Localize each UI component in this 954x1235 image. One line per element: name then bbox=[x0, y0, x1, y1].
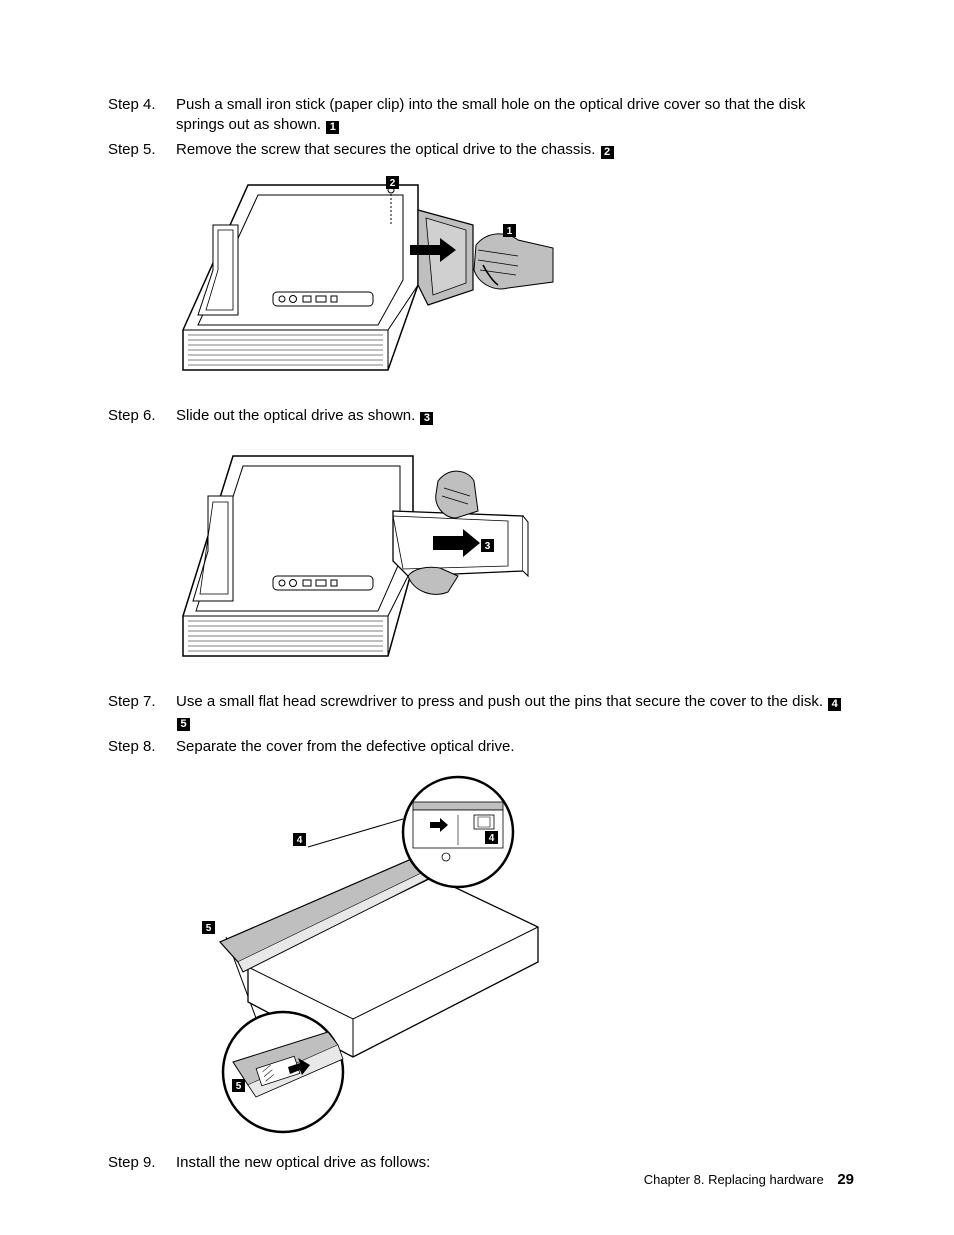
figure-drive-eject: 2 1 bbox=[178, 170, 854, 390]
svg-text:4: 4 bbox=[489, 833, 495, 844]
figure-cover-pins: 4 4 5 5 bbox=[178, 767, 854, 1137]
step-text: Push a small iron stick (paper clip) int… bbox=[176, 96, 805, 133]
step-label: Step 6. bbox=[108, 406, 176, 426]
svg-text:2: 2 bbox=[390, 178, 396, 189]
svg-text:1: 1 bbox=[507, 226, 513, 237]
step-label: Step 7. bbox=[108, 692, 176, 733]
step-text: Slide out the optical drive as shown. bbox=[176, 407, 415, 424]
svg-text:5: 5 bbox=[206, 923, 212, 934]
step-label: Step 4. bbox=[108, 95, 176, 136]
step-text: Install the new optical drive as follows… bbox=[176, 1154, 430, 1171]
step-label: Step 5. bbox=[108, 140, 176, 160]
step-label: Step 9. bbox=[108, 1153, 176, 1173]
step-text: Separate the cover from the defective op… bbox=[176, 738, 515, 755]
figure-drive-slide: 3 bbox=[178, 436, 854, 676]
step-body: Slide out the optical drive as shown. 3 bbox=[176, 406, 854, 426]
step-text: Remove the screw that secures the optica… bbox=[176, 141, 595, 158]
svg-text:5: 5 bbox=[236, 1081, 242, 1092]
callout-5: 5 bbox=[177, 718, 190, 731]
callout-4: 4 bbox=[828, 698, 841, 711]
callout-1: 1 bbox=[326, 121, 339, 134]
footer-page-number: 29 bbox=[837, 1171, 854, 1188]
page-footer: Chapter 8. Replacing hardware 29 bbox=[644, 1170, 854, 1190]
step-body: Remove the screw that secures the optica… bbox=[176, 140, 854, 160]
svg-text:3: 3 bbox=[485, 541, 491, 552]
step-label: Step 8. bbox=[108, 737, 176, 757]
step-body: Use a small flat head screwdriver to pre… bbox=[176, 692, 854, 733]
svg-text:4: 4 bbox=[297, 835, 303, 846]
step-body: Push a small iron stick (paper clip) int… bbox=[176, 95, 854, 136]
step-body: Separate the cover from the defective op… bbox=[176, 737, 854, 757]
callout-2: 2 bbox=[601, 146, 614, 159]
callout-3: 3 bbox=[420, 412, 433, 425]
step-text: Use a small flat head screwdriver to pre… bbox=[176, 693, 823, 710]
footer-chapter: Chapter 8. Replacing hardware bbox=[644, 1172, 824, 1187]
